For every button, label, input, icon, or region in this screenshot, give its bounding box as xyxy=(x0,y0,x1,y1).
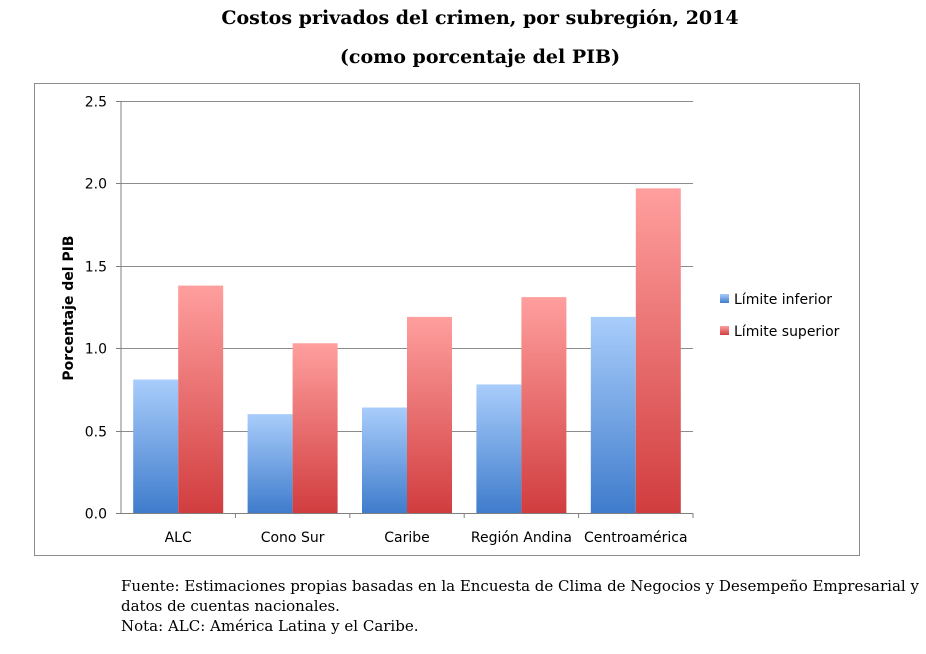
y-tick-label: 2.5 xyxy=(85,95,107,111)
bar-limite-superior-0 xyxy=(178,285,224,513)
footnotes: Fuente: Estimaciones propias basadas en … xyxy=(121,576,921,636)
x-tick-label: Caribe xyxy=(384,530,430,546)
x-tick-labels: ALC Cono Sur Caribe Región Andina Centroamér… xyxy=(165,513,694,546)
y-tick-labels: 0.0 0.5 1.0 1.5 2.0 2.5 xyxy=(85,95,107,523)
bar-limite-inferior-4 xyxy=(590,316,636,513)
bar-limite-superior-4 xyxy=(635,188,681,513)
y-tick-label: 2.0 xyxy=(85,177,107,193)
chart-subtitle: (como porcentaje del PIB) xyxy=(339,46,621,68)
y-tick-label: 0.0 xyxy=(85,507,107,523)
abbreviation-note: Nota: ALC: América Latina y el Caribe. xyxy=(121,617,419,635)
legend: Límite inferior Límite superior xyxy=(720,292,840,340)
chart-area: 0.0 0.5 1.0 1.5 2.0 2.5 ALC Cono Sur Caribe Regi… xyxy=(34,83,860,556)
x-tick-label: Cono Sur xyxy=(261,530,325,546)
bar-limite-inferior-3 xyxy=(476,384,522,513)
x-tick-label: Región Andina xyxy=(471,530,572,546)
chart-title: Costos privados del crimen, por subregió… xyxy=(221,7,739,29)
bar-limite-inferior-2 xyxy=(362,407,407,513)
legend-label-1: Límite superior xyxy=(734,324,840,340)
x-tick-label: Centroamérica xyxy=(584,530,688,546)
bars xyxy=(133,188,681,513)
y-tick-label: 1.5 xyxy=(85,260,107,276)
bar-limite-inferior-1 xyxy=(247,414,293,513)
bar-limite-superior-1 xyxy=(292,343,338,513)
bar-limite-inferior-0 xyxy=(133,379,179,513)
source-note-line-1: Fuente: Estimaciones propias basadas en … xyxy=(121,577,919,595)
bar-limite-superior-3 xyxy=(521,297,567,513)
legend-swatch-0 xyxy=(720,294,729,303)
y-tick-label: 0.5 xyxy=(85,425,107,441)
source-note-line-2: datos de cuentas nacionales. xyxy=(121,597,340,615)
axes xyxy=(116,101,693,514)
y-tick-label: 1.0 xyxy=(85,342,107,358)
bar-limite-superior-2 xyxy=(407,316,452,513)
legend-swatch-1 xyxy=(720,326,729,335)
legend-label-0: Límite inferior xyxy=(734,292,832,308)
y-axis-label: Porcentaje del PIB xyxy=(61,235,77,380)
x-tick-label: ALC xyxy=(165,530,192,546)
